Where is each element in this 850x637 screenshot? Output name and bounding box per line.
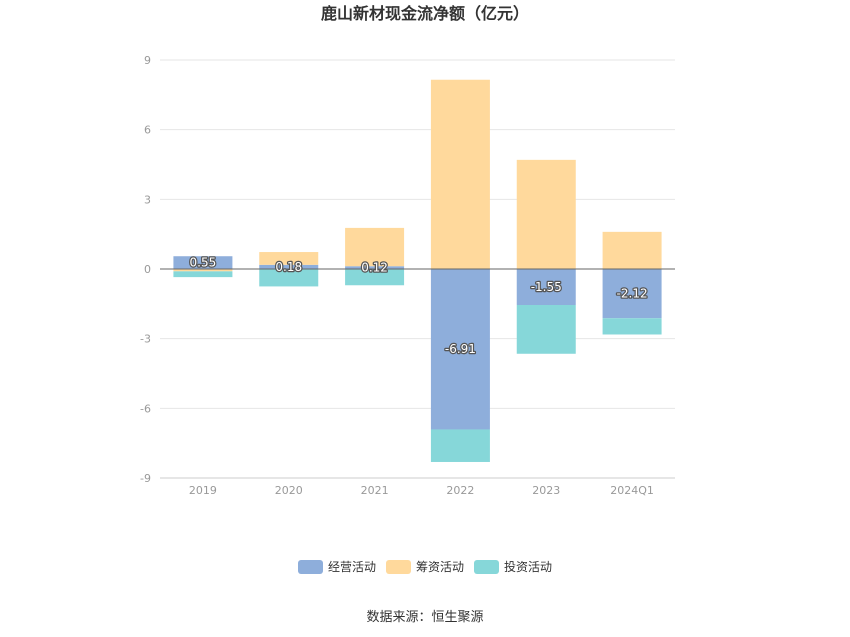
legend-swatch	[386, 560, 411, 574]
y-tick-label: 6	[144, 124, 151, 137]
data-label-halo: -2.12	[617, 287, 648, 301]
legend[interactable]: 经营活动 筹资活动 投资活动	[298, 559, 552, 574]
x-tick-label: 2022	[446, 484, 474, 497]
y-axis: 9 6 3 0 -3 -6 -9	[140, 54, 151, 485]
legend-swatch	[474, 560, 499, 574]
legend-item[interactable]: 投资活动	[474, 559, 552, 574]
data-label: -2.12	[617, 287, 648, 301]
data-label: 0.55	[190, 256, 217, 270]
bar-投资活动	[602, 318, 662, 335]
bar-投资活动	[345, 269, 405, 286]
legend-label: 筹资活动	[416, 560, 464, 574]
chart-title: 鹿山新材现金流净额（亿元）	[321, 4, 529, 23]
x-tick-label: 2021	[361, 484, 389, 497]
data-label-halo: 0.55	[190, 256, 217, 270]
legend-item[interactable]: 经营活动	[298, 560, 376, 574]
x-tick-label: 2023	[532, 484, 560, 497]
bar-经营活动	[430, 269, 490, 430]
legend-swatch	[298, 560, 323, 574]
legend-item[interactable]: 筹资活动	[386, 560, 464, 574]
data-label: -1.55	[531, 280, 562, 294]
y-tick-label: -9	[140, 472, 151, 485]
y-tick-label: -6	[140, 402, 151, 415]
data-label: 0.18	[275, 260, 302, 274]
data-label-halo: 0.18	[275, 260, 302, 274]
data-labels: 0.550.55 0.180.18 0.120.12-6.91-6.91-1.55-…	[188, 254, 649, 357]
data-label: 0.12	[361, 261, 388, 275]
bar-经营活动	[602, 269, 662, 319]
x-tick-label: 2019	[189, 484, 217, 497]
y-tick-label: 3	[144, 193, 151, 206]
bar-筹资活动	[516, 159, 576, 269]
bar-筹资活动	[259, 252, 319, 265]
bars	[173, 79, 662, 462]
bar-投资活动	[259, 269, 319, 287]
bar-经营活动	[173, 256, 233, 269]
data-label-halo: 0.12	[361, 261, 388, 275]
bar-投资活动	[173, 271, 233, 278]
bar-经营活动	[516, 269, 576, 305]
x-tick-label: 2020	[275, 484, 303, 497]
bar-筹资活动	[430, 79, 490, 269]
data-label-halo: -6.91	[445, 342, 476, 356]
source-text: 数据来源：恒生聚源	[366, 610, 483, 625]
bar-投资活动	[430, 429, 490, 462]
bar-经营活动	[345, 266, 405, 269]
data-label: -6.91	[445, 342, 476, 356]
bar-筹资活动	[345, 227, 405, 267]
data-label-halo: -1.55	[531, 280, 562, 294]
bar-投资活动	[516, 304, 576, 354]
bar-筹资活动	[173, 269, 233, 272]
y-tick-label: -3	[140, 333, 151, 346]
x-tick-label: 2024Q1	[610, 484, 654, 497]
y-tick-label: 9	[144, 54, 151, 67]
y-tick-label: 0	[144, 263, 151, 276]
bar-筹资活动	[602, 231, 662, 269]
legend-label: 投资活动	[504, 559, 552, 574]
x-axis: 2019 2020 2021 2022 2023 2024Q1	[160, 477, 675, 497]
bar-经营活动	[259, 264, 319, 269]
legend-label: 经营活动	[328, 560, 376, 574]
